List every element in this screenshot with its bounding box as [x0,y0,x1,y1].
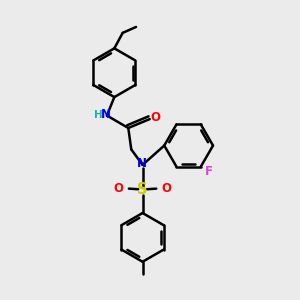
Text: N: N [137,157,147,169]
Text: O: O [151,111,160,124]
Text: F: F [205,165,213,178]
Text: S: S [137,182,148,197]
Text: O: O [114,182,124,195]
Text: H: H [94,110,103,120]
Text: N: N [100,108,110,121]
Text: O: O [161,182,171,195]
